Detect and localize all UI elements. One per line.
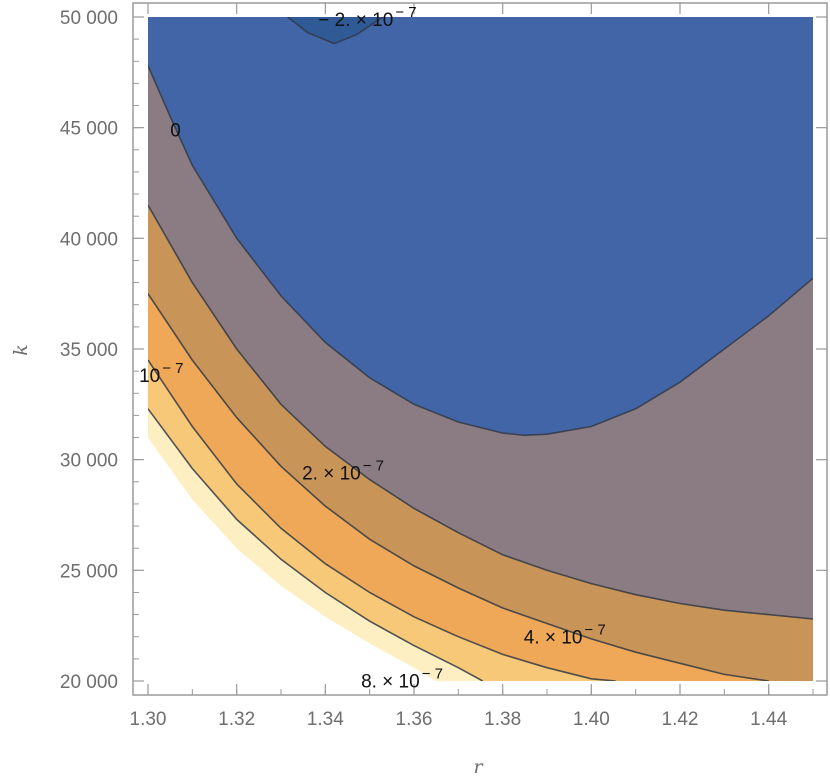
x-tick-label: 1.40 — [573, 709, 610, 730]
contour-line — [148, 293, 769, 681]
x-tick-label: 1.36 — [396, 709, 433, 730]
x-tick-label: 1.44 — [750, 709, 787, 730]
region-below-neg2e7 — [287, 17, 383, 44]
contour-label: 0 — [170, 121, 181, 142]
contour-regions — [148, 17, 813, 681]
contour-labels: − 2. × 10− 7 0 10− 7 2. × 10− 7 4. × 10− 7 8.… — [139, 4, 606, 693]
y-axis-label: k — [10, 344, 32, 356]
x-axis-ticks: 1.30 1.32 1.34 1.36 1.38 1.40 1.42 1.44 — [130, 3, 814, 730]
contour-label: 10− 7 — [139, 360, 183, 387]
contour-line — [287, 17, 384, 45]
contour-label: − 2. × 10− 7 — [318, 4, 416, 31]
x-tick-label: 1.30 — [130, 709, 167, 730]
x-tick-label: 1.42 — [662, 709, 699, 730]
x-axis-label: r — [473, 756, 484, 778]
contour-label: 4. × 10− 7 — [524, 621, 606, 648]
contour-line — [148, 204, 813, 620]
x-tick-label: 1.34 — [307, 709, 344, 730]
contour-line — [148, 408, 484, 681]
y-tick-label: 50 000 — [60, 8, 118, 29]
y-tick-label: 20 000 — [60, 672, 118, 693]
contour-label: 2. × 10− 7 — [302, 458, 384, 485]
y-tick-label: 30 000 — [60, 451, 118, 472]
x-tick-label: 1.38 — [484, 709, 521, 730]
x-tick-label: 1.32 — [218, 709, 255, 730]
contour-lines — [148, 17, 813, 681]
region-unplotted — [148, 437, 437, 681]
y-axis-ticks: 20 000 25 000 30 000 35 000 40 000 45 000 50 0… — [60, 8, 827, 693]
contour-line — [148, 65, 813, 437]
y-tick-label: 40 000 — [60, 229, 118, 250]
y-tick-label: 25 000 — [60, 561, 118, 582]
contour-label: 8. × 10− 7 — [361, 666, 443, 693]
contour-line — [148, 359, 616, 681]
y-tick-label: 45 000 — [60, 119, 118, 140]
y-tick-label: 35 000 — [60, 340, 118, 361]
